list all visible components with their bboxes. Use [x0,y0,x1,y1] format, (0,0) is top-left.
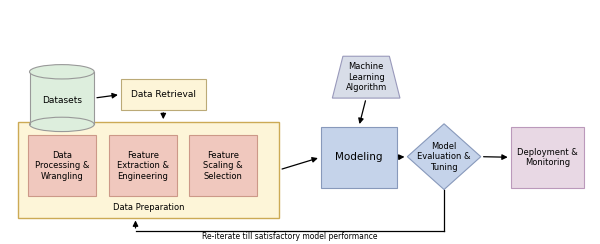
Text: Data Retrieval: Data Retrieval [131,90,196,99]
Text: Data
Processing &
Wrangling: Data Processing & Wrangling [35,151,89,181]
FancyBboxPatch shape [320,127,397,188]
FancyBboxPatch shape [121,79,206,110]
Text: Model
Evaluation &
Tuning: Model Evaluation & Tuning [418,142,471,172]
Bar [18,122,280,218]
FancyBboxPatch shape [190,135,257,196]
Ellipse shape [29,117,94,132]
Text: Deployment &
Monitoring: Deployment & Monitoring [517,148,578,167]
Text: Datasets: Datasets [42,96,82,105]
Text: Data Preparation: Data Preparation [113,203,184,212]
Polygon shape [332,56,400,98]
Polygon shape [407,124,481,190]
FancyBboxPatch shape [109,135,176,196]
Text: Re-iterate till satisfactory model performance: Re-iterate till satisfactory model perfo… [202,232,377,241]
Bar [29,72,94,124]
Text: Feature
Extraction &
Engineering: Feature Extraction & Engineering [117,151,169,181]
FancyBboxPatch shape [28,135,96,196]
Text: Feature
Scaling &
Selection: Feature Scaling & Selection [203,151,243,181]
Text: Machine
Learning
Algorithm: Machine Learning Algorithm [346,62,387,92]
FancyBboxPatch shape [511,127,584,188]
Ellipse shape [29,65,94,79]
Text: Modeling: Modeling [335,152,383,162]
